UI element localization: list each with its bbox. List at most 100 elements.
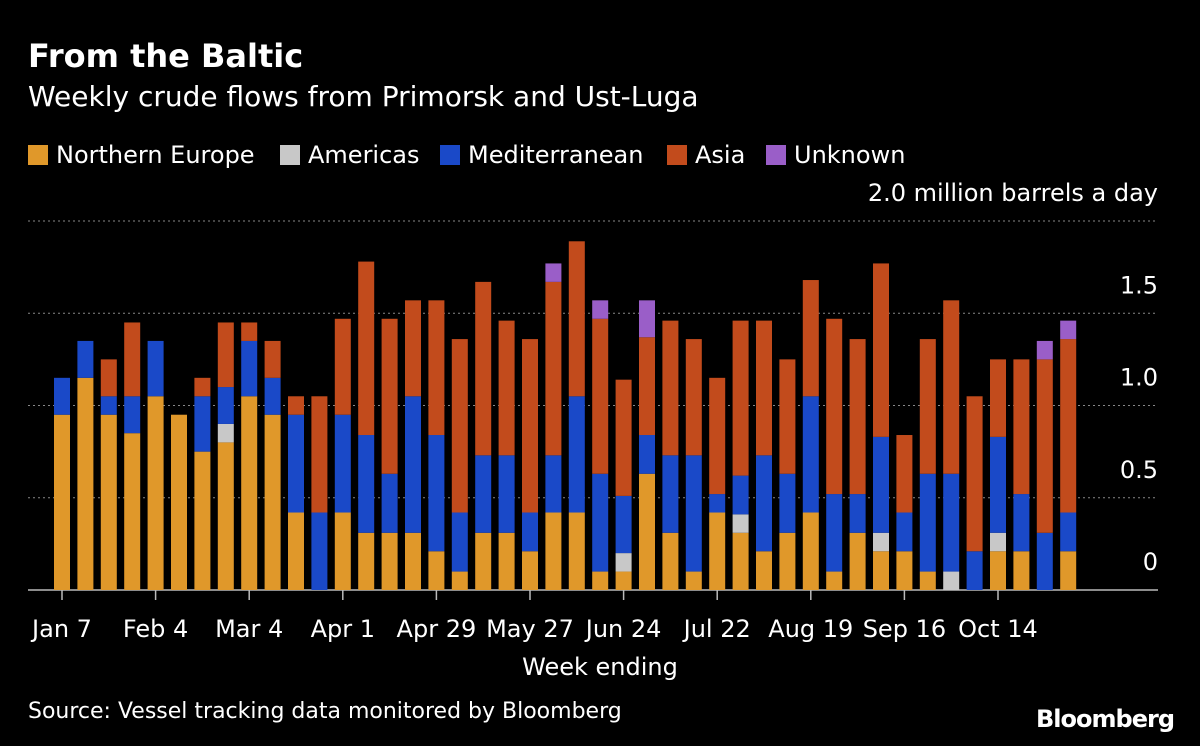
bar-segment — [1060, 320, 1077, 340]
bar-segment — [990, 359, 1006, 437]
bar-segment — [639, 300, 655, 338]
bar-segment — [779, 473, 796, 533]
bar-segment — [896, 435, 913, 513]
bar-segment — [826, 494, 843, 572]
bar-segment — [756, 320, 772, 456]
bar-segment — [873, 551, 889, 590]
bar-segment — [779, 532, 796, 590]
bar-segment — [662, 455, 679, 533]
bar-segment — [217, 322, 234, 388]
bar-segment — [522, 551, 538, 590]
bar-segment — [943, 473, 960, 572]
bar-segment — [498, 532, 515, 590]
bar-segment — [77, 377, 94, 590]
bar-segment — [1013, 494, 1030, 552]
x-tick-label: Sep 16 — [863, 615, 946, 643]
bar-segment — [428, 300, 445, 436]
bar-segment — [77, 340, 94, 378]
legend-label: Mediterranean — [468, 141, 643, 169]
bar-segment — [709, 377, 726, 495]
bar-segment — [381, 473, 398, 533]
bar-segment — [849, 339, 866, 495]
bar-segment — [522, 339, 538, 513]
bar-segment — [358, 435, 375, 533]
bar-segment — [288, 414, 304, 513]
bar-segment — [639, 337, 655, 436]
bar-segment — [194, 396, 211, 452]
bar-segment — [405, 300, 421, 397]
bar-segment — [451, 512, 468, 572]
bar-segment — [709, 494, 726, 513]
bar-segment — [615, 571, 632, 590]
bar-segment — [732, 320, 749, 476]
bar-segment — [990, 551, 1006, 590]
bar-segment — [147, 340, 164, 397]
x-tick-label: Feb 4 — [123, 615, 188, 643]
bar-segment — [873, 263, 889, 437]
legend-label: Asia — [695, 141, 745, 169]
legend-label: Northern Europe — [56, 141, 255, 169]
legend-swatch — [766, 145, 786, 165]
bar-segment — [1060, 551, 1077, 590]
bar-segment — [592, 318, 609, 474]
bar-segment — [358, 532, 375, 590]
x-tick-label: Oct 14 — [958, 615, 1038, 643]
bar-segment — [522, 512, 538, 552]
y-tick-label: 0.5 — [1120, 456, 1158, 484]
bar-segment — [241, 396, 258, 590]
bar-segment — [779, 359, 796, 474]
bar-segment — [639, 435, 655, 474]
bar-segment — [826, 571, 843, 590]
bar-segment — [568, 512, 585, 590]
bar-segment — [639, 473, 655, 590]
y-tick-label: 0 — [1143, 548, 1158, 576]
bar-segment — [334, 318, 351, 415]
bar-segment — [311, 396, 328, 513]
bar-segment — [358, 261, 375, 436]
bar-segment — [568, 396, 585, 513]
bar-segment — [896, 512, 913, 552]
bar-segment — [100, 414, 117, 590]
bar-segment — [217, 387, 234, 424]
bar-segment — [1013, 551, 1030, 590]
bar-segment — [194, 377, 211, 397]
bar-segment — [264, 414, 281, 590]
legend-swatch — [440, 145, 460, 165]
bar-segment — [194, 451, 211, 590]
bar-segment — [334, 414, 351, 513]
bar-segment — [966, 396, 983, 552]
bar-segment — [475, 281, 492, 456]
bar-segment — [264, 377, 281, 415]
bar-segment — [802, 512, 819, 590]
x-tick-label: May 27 — [486, 615, 574, 643]
bar-segment — [1036, 340, 1053, 360]
bar-segment — [545, 263, 562, 282]
bar-segment — [475, 532, 492, 590]
bar-segment — [545, 281, 562, 456]
legend-swatch — [280, 145, 300, 165]
x-tick-label: Apr 29 — [397, 615, 477, 643]
x-tick-label: Mar 4 — [215, 615, 283, 643]
bar-segment — [826, 318, 843, 495]
bar-segment — [732, 532, 749, 590]
bar-segment — [592, 571, 609, 590]
bar-segment — [873, 532, 889, 552]
bar-segment — [428, 435, 445, 552]
bar-segment — [100, 359, 117, 397]
bar-segment — [54, 414, 70, 590]
legend-swatch — [667, 145, 687, 165]
bar-segment — [217, 423, 234, 443]
bar-segment — [498, 455, 515, 533]
bar-segment — [451, 571, 468, 590]
bar-segment — [288, 396, 304, 415]
bar-segment — [475, 455, 492, 533]
bar-segment — [405, 532, 421, 590]
bar-segment — [568, 241, 585, 397]
bar-segment — [756, 551, 772, 590]
y-tick-label: 1.5 — [1120, 271, 1158, 299]
bar-segment — [802, 396, 819, 513]
bar-segment — [685, 339, 702, 456]
bar-segment — [54, 377, 70, 415]
bar-segment — [311, 512, 328, 590]
